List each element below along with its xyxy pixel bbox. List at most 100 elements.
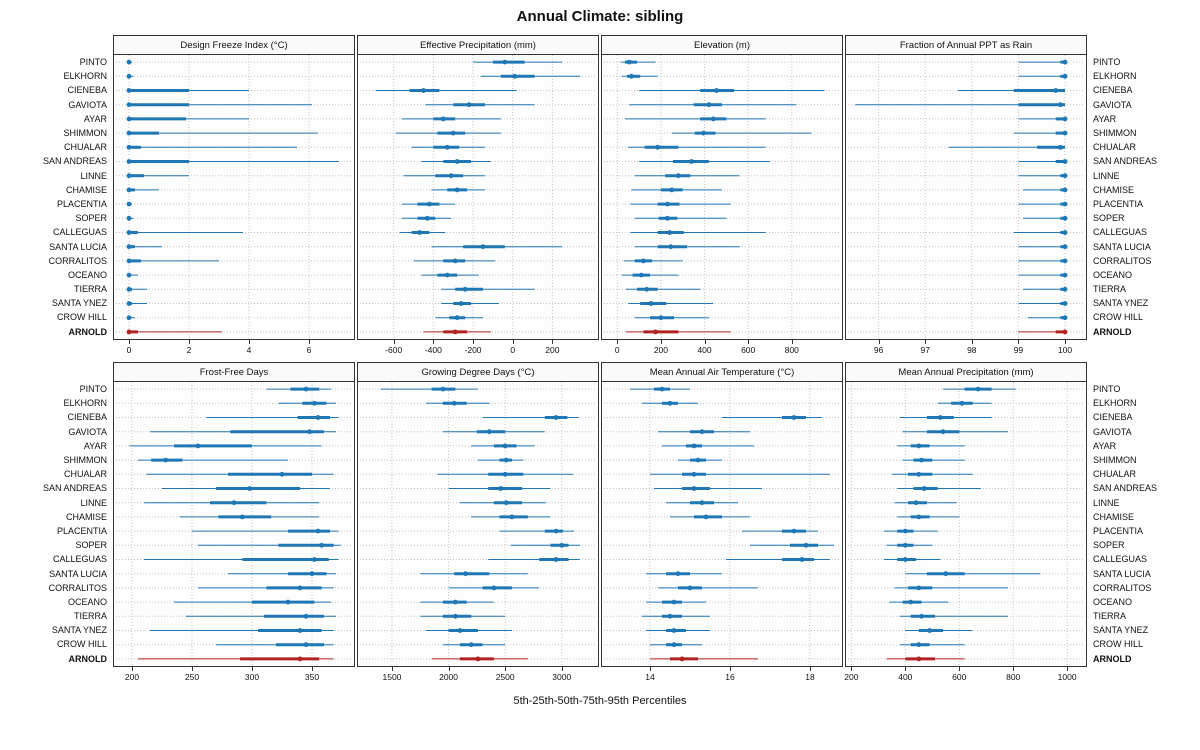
tick-mark bbox=[730, 667, 731, 671]
tick-mark bbox=[512, 340, 514, 344]
median-dot-arnold bbox=[679, 656, 685, 662]
median-dot-chamise bbox=[916, 514, 922, 520]
median-dot-san-andreas bbox=[691, 486, 697, 491]
median-dot-soper bbox=[665, 215, 670, 221]
whisker-cieneba bbox=[206, 415, 339, 420]
tick-mark bbox=[1067, 667, 1069, 671]
whisker-corralitos bbox=[413, 258, 495, 264]
median-dot-corralitos bbox=[641, 258, 646, 264]
whisker-arnold bbox=[1018, 329, 1068, 335]
whisker-soper bbox=[634, 215, 727, 221]
median-dot-san-andreas bbox=[1062, 159, 1068, 164]
median-dot-tierra bbox=[919, 613, 924, 619]
percentiles-caption: 5th-25th-50th-75th-95th Percentiles bbox=[513, 695, 687, 707]
site-label-santa-lucia: SANTA LUCIA bbox=[49, 568, 107, 579]
whisker-shimmon bbox=[126, 130, 318, 136]
site-label-shimmon: SHIMMON bbox=[63, 455, 108, 466]
whisker-corralitos bbox=[623, 258, 683, 264]
whisker-oceano bbox=[1018, 272, 1068, 278]
whisker-pinto bbox=[630, 386, 690, 392]
tick-mark bbox=[851, 667, 853, 671]
median-dot-santa-lucia bbox=[126, 244, 132, 250]
whisker-calleguas bbox=[1013, 230, 1068, 235]
gridlines bbox=[848, 382, 1084, 666]
site-label-chualar: CHUALAR bbox=[1093, 469, 1137, 480]
whisker-calleguas bbox=[630, 230, 766, 235]
tick-label: 800 bbox=[784, 345, 799, 355]
median-dot-santa-ynez bbox=[458, 301, 464, 306]
whisker-santa-ynez bbox=[646, 628, 710, 633]
site-label-crow-hill: CROW HILL bbox=[56, 639, 107, 650]
tick-mark bbox=[748, 340, 750, 344]
tick-mark bbox=[810, 667, 811, 671]
whisker-crow-hill bbox=[126, 315, 135, 321]
median-dot-placentia bbox=[902, 528, 908, 534]
median-dot-cieneba bbox=[421, 88, 426, 93]
site-label-crow-hill: CROW HILL bbox=[56, 312, 107, 323]
whisker-calleguas bbox=[726, 557, 830, 562]
tick-mark bbox=[650, 667, 651, 671]
tick-label: 400 bbox=[697, 345, 712, 355]
whisker-san-andreas bbox=[448, 486, 551, 491]
tick-label: 200 bbox=[844, 672, 859, 682]
median-dot-shimmon bbox=[503, 457, 509, 463]
whisker-cieneba bbox=[126, 88, 249, 93]
whisker-arnold bbox=[126, 329, 222, 335]
tick-label: 14 bbox=[645, 672, 655, 682]
whisker-ayar bbox=[624, 116, 766, 122]
whisker-oceano bbox=[889, 599, 949, 605]
median-dot-calleguas bbox=[126, 230, 132, 235]
site-label-arnold: ARNOLD bbox=[68, 326, 108, 337]
whisker-chualar bbox=[650, 471, 830, 477]
tick-label: -600 bbox=[385, 345, 403, 355]
site-label-linne: LINNE bbox=[1093, 170, 1120, 181]
whisker-crow-hill bbox=[1027, 315, 1068, 321]
median-dot-chamise bbox=[1062, 187, 1068, 193]
site-label-ayar: AYAR bbox=[1093, 440, 1117, 451]
strip-spacer bbox=[8, 362, 112, 382]
median-dot-arnold bbox=[653, 329, 658, 335]
median-dot-calleguas bbox=[553, 557, 559, 562]
site-label-chualar: CHUALAR bbox=[63, 142, 107, 153]
median-dot-ayar bbox=[916, 443, 922, 449]
whisker-linne bbox=[144, 500, 320, 506]
median-dot-gaviota bbox=[126, 102, 132, 108]
whisker-elkhorn bbox=[126, 73, 134, 79]
median-dot-placentia bbox=[553, 528, 559, 534]
median-dot-soper bbox=[559, 542, 565, 548]
tick-label: 800 bbox=[1006, 672, 1021, 682]
gridlines bbox=[604, 55, 840, 339]
site-label-chamise: CHAMISE bbox=[65, 184, 107, 195]
whisker-santa-lucia bbox=[420, 571, 528, 577]
tick-label: -200 bbox=[464, 345, 482, 355]
median-dot-ayar bbox=[710, 116, 716, 122]
median-dot-oceano bbox=[452, 599, 458, 605]
whisker-chamise bbox=[670, 514, 750, 520]
median-dot-shimmon bbox=[163, 457, 168, 463]
site-label-corralitos: CORRALITOS bbox=[1093, 255, 1152, 266]
panel-fraction-of-annual-ppt-as-rain: Fraction of Annual PPT as Rain 96 97 98 99 10… bbox=[845, 35, 1087, 360]
site-label-santa-lucia: SANTA LUCIA bbox=[49, 241, 107, 252]
whisker-ayar bbox=[1018, 116, 1068, 122]
median-dot-tierra bbox=[644, 286, 650, 292]
tick-mark bbox=[878, 340, 880, 344]
median-dot-placentia bbox=[126, 201, 132, 207]
median-dot-calleguas bbox=[1062, 230, 1068, 235]
median-dot-calleguas bbox=[799, 557, 805, 562]
tick-mark bbox=[252, 667, 253, 671]
whisker-tierra bbox=[186, 613, 336, 619]
median-dot-soper bbox=[803, 542, 809, 548]
tick-mark bbox=[393, 340, 395, 344]
median-dot-santa-ynez bbox=[297, 628, 303, 633]
site-label-san-andreas: SAN ANDREAS bbox=[1093, 156, 1158, 167]
median-dot-chamise bbox=[669, 187, 675, 193]
median-dot-chualar bbox=[691, 471, 697, 477]
x-axis: 0 200 400 600 800 bbox=[601, 340, 843, 360]
whisker-cieneba bbox=[639, 88, 825, 93]
median-dot-elkhorn bbox=[126, 73, 132, 79]
whisker-arnold bbox=[886, 656, 965, 662]
x-axis: 96 97 98 99 100 bbox=[845, 340, 1087, 360]
tick-mark bbox=[249, 340, 250, 344]
site-label-arnold: ARNOLD bbox=[68, 653, 108, 664]
median-dot-santa-lucia bbox=[668, 244, 674, 250]
